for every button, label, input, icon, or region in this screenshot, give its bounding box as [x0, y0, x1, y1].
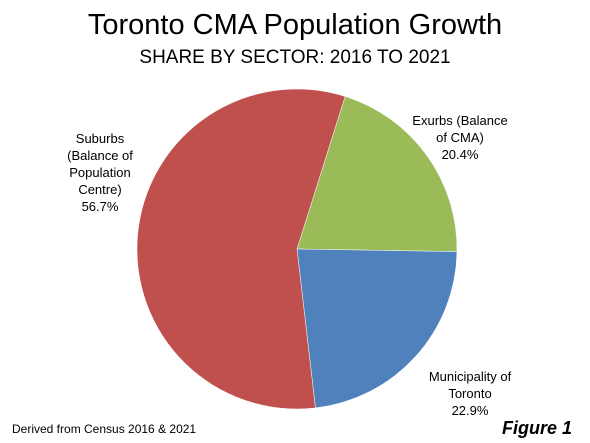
pie-slice-1: [296, 248, 458, 409]
slice-value-label: 20.4%: [441, 147, 479, 162]
slice-label-line: (Balance of: [67, 148, 133, 163]
slice-label-2: Suburbs (Balance of Population Centre) 56.7%: [40, 130, 160, 215]
pie-slice-0: [296, 96, 458, 252]
slice-label-0: Exurbs (Balance of CMA) 20.4%: [395, 112, 525, 163]
figure-number: Figure 1: [501, 418, 572, 438]
source-note: Derived from Census 2016 & 2021: [12, 422, 197, 436]
chart-subtitle: SHARE BY SECTOR: 2016 TO 2021: [139, 47, 451, 68]
slice-value-label: 22.9%: [451, 403, 489, 418]
slice-value-label: 56.7%: [81, 199, 119, 214]
pie-slice-2: [136, 88, 346, 410]
slice-label-line: Suburbs: [75, 131, 125, 146]
chart-title: Toronto CMA Population Growth: [87, 9, 503, 41]
slice-label-line: Exurbs (Balance: [412, 113, 508, 128]
slice-label-line: Population: [69, 165, 131, 180]
slice-label-line: Municipality of: [428, 369, 512, 384]
slice-label-line: Centre): [78, 182, 122, 197]
slice-label-1: Municipality of Toronto 22.9%: [400, 368, 540, 419]
slice-label-line: of CMA): [436, 130, 484, 145]
slice-label-line: Toronto: [448, 386, 492, 401]
